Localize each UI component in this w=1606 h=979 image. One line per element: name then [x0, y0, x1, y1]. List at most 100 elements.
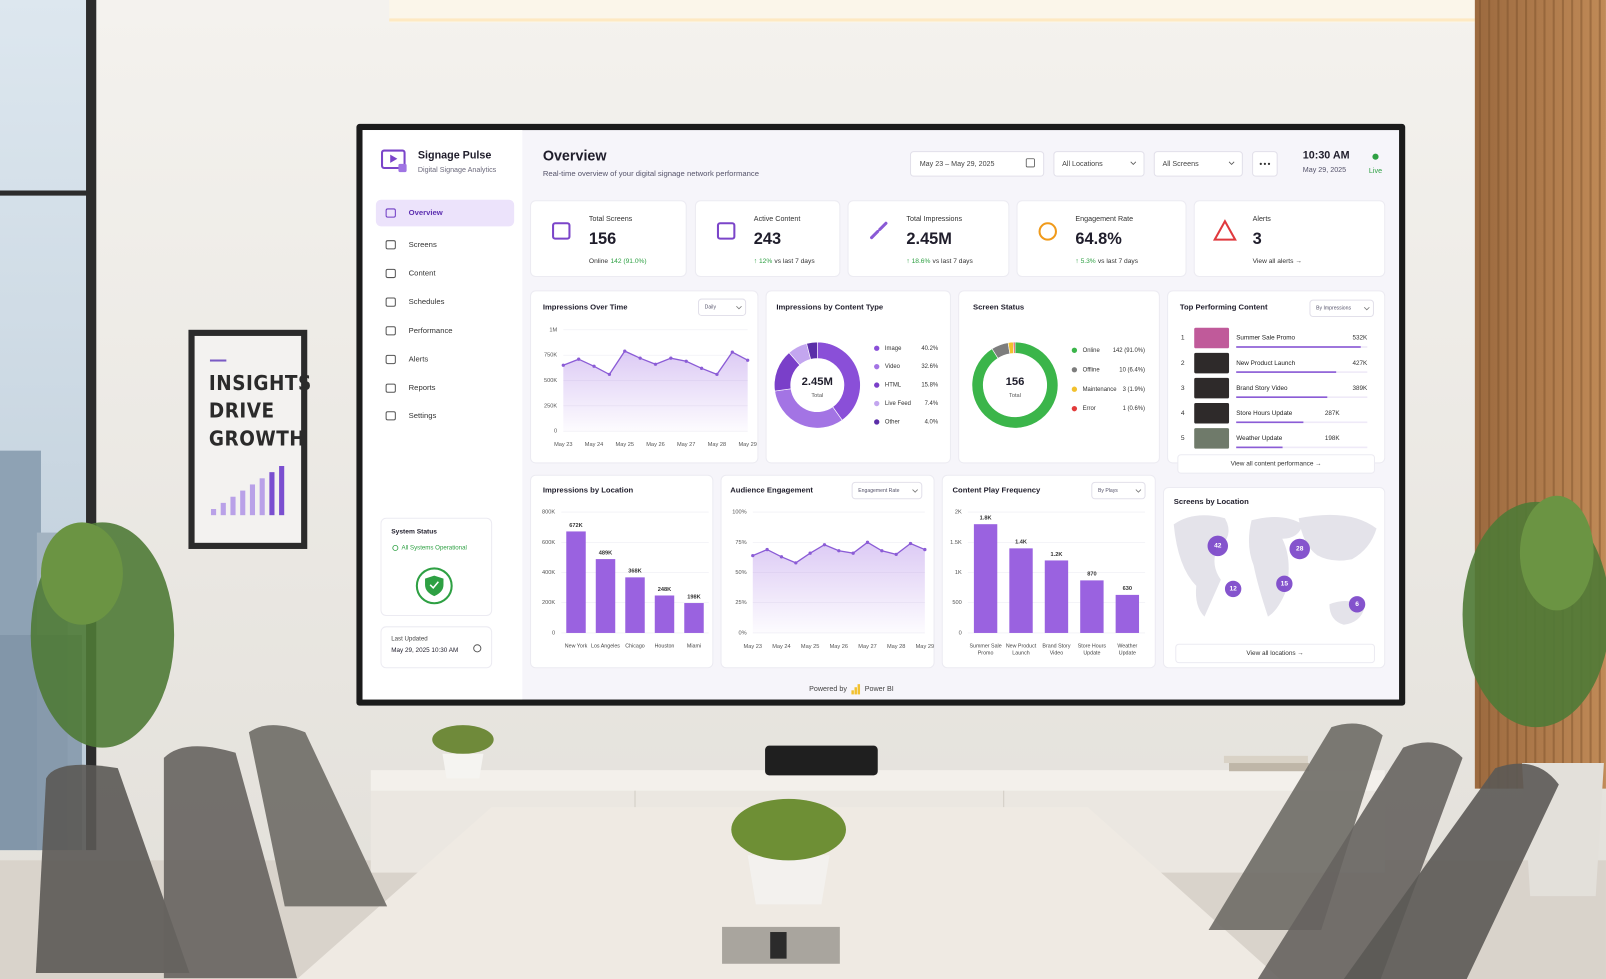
powered-product: Power BI	[865, 685, 894, 693]
legend-value: 7.4%	[925, 401, 939, 407]
slat	[1589, 0, 1592, 789]
chart-title: Audience Engagement	[730, 486, 813, 495]
legend-value: 1 (0.6%)	[1123, 406, 1145, 412]
nav-item[interactable]: Overview	[409, 208, 443, 217]
point	[653, 362, 658, 366]
slat	[1552, 0, 1555, 789]
continent	[1248, 517, 1303, 617]
donut-segment	[1012, 341, 1016, 354]
bar-track	[1236, 446, 1368, 449]
x-tick-label: Chicago	[625, 644, 645, 650]
check	[429, 581, 439, 590]
kpi-icon	[716, 222, 736, 240]
x-tick-label: May 25	[801, 644, 819, 650]
content-value: 427K	[1352, 360, 1368, 367]
clock-date: May 29, 2025	[1303, 166, 1346, 174]
content-name: Summer Sale Promo	[1236, 335, 1295, 342]
content-name: Brand Story Video	[1236, 385, 1288, 392]
kpi-value: 64.8%	[1075, 230, 1122, 248]
chart-title: Screen Status	[973, 302, 1024, 311]
slat	[1598, 0, 1601, 789]
chevron	[736, 305, 742, 310]
y-tick-label: 800K	[542, 510, 555, 516]
bar-label: 198K	[687, 594, 701, 600]
y-tick-label: 200K	[542, 600, 555, 606]
chevron	[1135, 489, 1142, 493]
updated-label: Last Updated	[391, 636, 428, 643]
kpi-value: 156	[589, 230, 616, 248]
poster-rule	[209, 359, 227, 362]
point	[851, 551, 855, 555]
plant	[432, 725, 494, 754]
poster-bar	[230, 496, 236, 516]
refresh[interactable]	[473, 644, 482, 653]
shield-ring	[415, 567, 453, 605]
kpi-note: vs last 7 days	[774, 258, 815, 265]
bar-label: 1.8K	[980, 516, 993, 522]
nav-item[interactable]: Alerts	[409, 355, 429, 364]
filter-label[interactable]: All Locations	[1062, 160, 1103, 168]
x-tick-label: May 28	[708, 442, 726, 448]
date-picker[interactable]	[910, 151, 1045, 177]
chevron	[1130, 161, 1137, 165]
rank: 2	[1181, 360, 1185, 367]
kpi-note: vs last 7 days	[1098, 258, 1139, 265]
content-value: 389K	[1352, 385, 1368, 392]
books	[1229, 763, 1309, 772]
logo-dot	[398, 163, 407, 173]
legend-value: 40.2%	[921, 346, 939, 352]
bar	[1236, 396, 1328, 399]
dropdown[interactable]	[1309, 299, 1374, 317]
x-tick-label: May 24	[772, 644, 790, 650]
chair	[163, 746, 298, 979]
date-range[interactable]: May 23 – May 29, 2025	[920, 160, 995, 168]
powered-by: Powered by	[809, 685, 847, 693]
nav-item[interactable]: Schedules	[409, 297, 445, 306]
link[interactable]: View all locations →	[1246, 650, 1304, 657]
status-card	[380, 517, 493, 617]
kpi-link[interactable]: View all alerts →	[1253, 258, 1302, 265]
point	[607, 372, 612, 377]
kpi-change: ↑ 18.6%	[906, 258, 930, 265]
filter-label[interactable]: All Screens	[1162, 160, 1199, 168]
chart-card	[530, 474, 714, 669]
filter[interactable]	[1153, 151, 1243, 177]
link[interactable]: View all content performance →	[1231, 461, 1322, 468]
bar	[1009, 548, 1033, 633]
chevron	[1228, 161, 1235, 165]
chair	[1208, 723, 1383, 930]
dropdown[interactable]	[1091, 481, 1146, 500]
filter[interactable]	[1053, 151, 1145, 177]
x-tick-label: Miami	[687, 644, 701, 650]
link-button[interactable]	[1177, 454, 1375, 474]
slat	[1497, 0, 1500, 789]
dropdown-label[interactable]: By Plays	[1098, 488, 1118, 494]
nav-item[interactable]: Screens	[409, 240, 437, 249]
content-name: Weather Update	[1236, 435, 1283, 442]
legend-value: 3 (1.9%)	[1123, 387, 1145, 393]
x-tick-label: May 25	[616, 442, 634, 448]
nav-item[interactable]: Reports	[409, 383, 436, 392]
poster-bar	[249, 484, 256, 516]
pot	[747, 855, 830, 905]
x-tick-label: Houston	[655, 644, 675, 650]
dropdown-label[interactable]: Engagement Rate	[858, 488, 899, 494]
dropdown-label[interactable]: Daily	[705, 305, 717, 311]
poster-text: INSIGHTS	[209, 371, 312, 395]
nav-item[interactable]: Content	[409, 268, 437, 277]
kpi-value: 243	[754, 230, 781, 248]
bar	[684, 603, 704, 633]
content-name: Store Hours Update	[1236, 410, 1293, 417]
nav-item[interactable]: Settings	[409, 411, 437, 420]
kpi-card	[530, 200, 687, 278]
x-tick-label: Store Hours Update	[1078, 644, 1107, 657]
dropdown[interactable]	[697, 298, 747, 316]
dropdown-label[interactable]: By Impressions	[1316, 306, 1351, 312]
link-button[interactable]	[1175, 643, 1375, 664]
x-tick-label: May 27	[677, 442, 695, 448]
dropdown[interactable]	[851, 481, 923, 500]
nav-icon	[385, 297, 396, 307]
nav-item[interactable]: Performance	[409, 326, 453, 335]
x-tick-label: May 26	[830, 644, 848, 650]
